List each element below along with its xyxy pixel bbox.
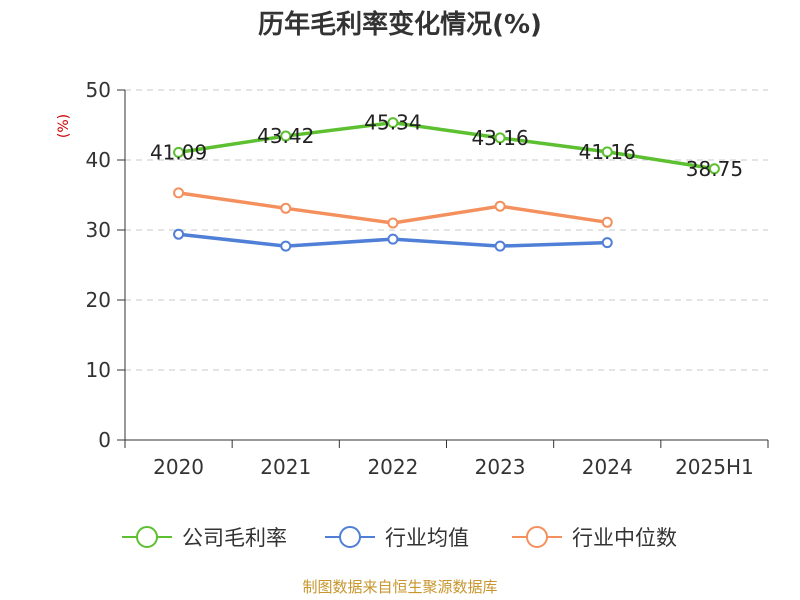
- y-tick-label: 0: [98, 428, 111, 452]
- data-point: [280, 202, 292, 214]
- y-axis-unit: (%): [56, 114, 72, 138]
- legend-label: 行业中位数: [572, 526, 677, 550]
- y-tick-label: 30: [86, 218, 111, 242]
- data-point: [173, 228, 185, 240]
- data-point: [601, 216, 613, 228]
- data-label: 41.09: [150, 140, 207, 164]
- legend-label: 行业均值: [385, 526, 469, 550]
- x-tick-label: 2020: [153, 455, 204, 479]
- data-label: 43.42: [257, 124, 314, 148]
- data-point: [601, 237, 613, 249]
- legend-label: 公司毛利率: [182, 526, 287, 550]
- legend: 公司毛利率 行业均值 行业中位数: [122, 526, 677, 550]
- chart-title: 历年毛利率变化情况(%): [258, 9, 542, 40]
- data-point: [173, 187, 185, 199]
- data-point: [494, 240, 506, 252]
- data-point: [708, 163, 720, 175]
- x-tick-label: 2025H1: [675, 455, 754, 479]
- source-note: 制图数据来自恒生聚源数据库: [302, 578, 497, 596]
- data-point: [387, 217, 399, 229]
- x-tick-label: 2022: [367, 455, 418, 479]
- data-point: [601, 146, 613, 158]
- y-tick-label: 20: [86, 288, 111, 312]
- series-layer: 41.09 43.42 45.34 43.16 41.16 38.75: [150, 111, 743, 252]
- legend-marker: [136, 526, 158, 548]
- data-label: 38.75: [686, 157, 743, 181]
- data-point: [280, 130, 292, 142]
- grid-lines: [125, 89, 768, 371]
- y-tick-label: 50: [86, 78, 111, 102]
- axes: 0 10 20 30 40 50 2020 2021 2022 2023 2024 2025H1: [86, 78, 769, 479]
- data-label: 45.34: [364, 111, 421, 135]
- data-label: 43.16: [471, 126, 528, 150]
- data-point: [173, 146, 185, 158]
- x-tick-label: 2021: [260, 455, 311, 479]
- series-line: [178, 120, 715, 171]
- x-tick-label: 2023: [475, 455, 526, 479]
- y-tick-label: 10: [86, 358, 111, 382]
- data-point: [280, 240, 292, 252]
- data-point: [494, 132, 506, 144]
- data-point: [494, 200, 506, 212]
- legend-marker: [526, 526, 548, 548]
- data-point: [387, 233, 399, 245]
- legend-marker: [339, 526, 361, 548]
- x-tick-label: 2024: [582, 455, 633, 479]
- data-label: 41.16: [579, 140, 636, 164]
- data-point: [387, 117, 399, 129]
- y-tick-label: 40: [86, 148, 111, 172]
